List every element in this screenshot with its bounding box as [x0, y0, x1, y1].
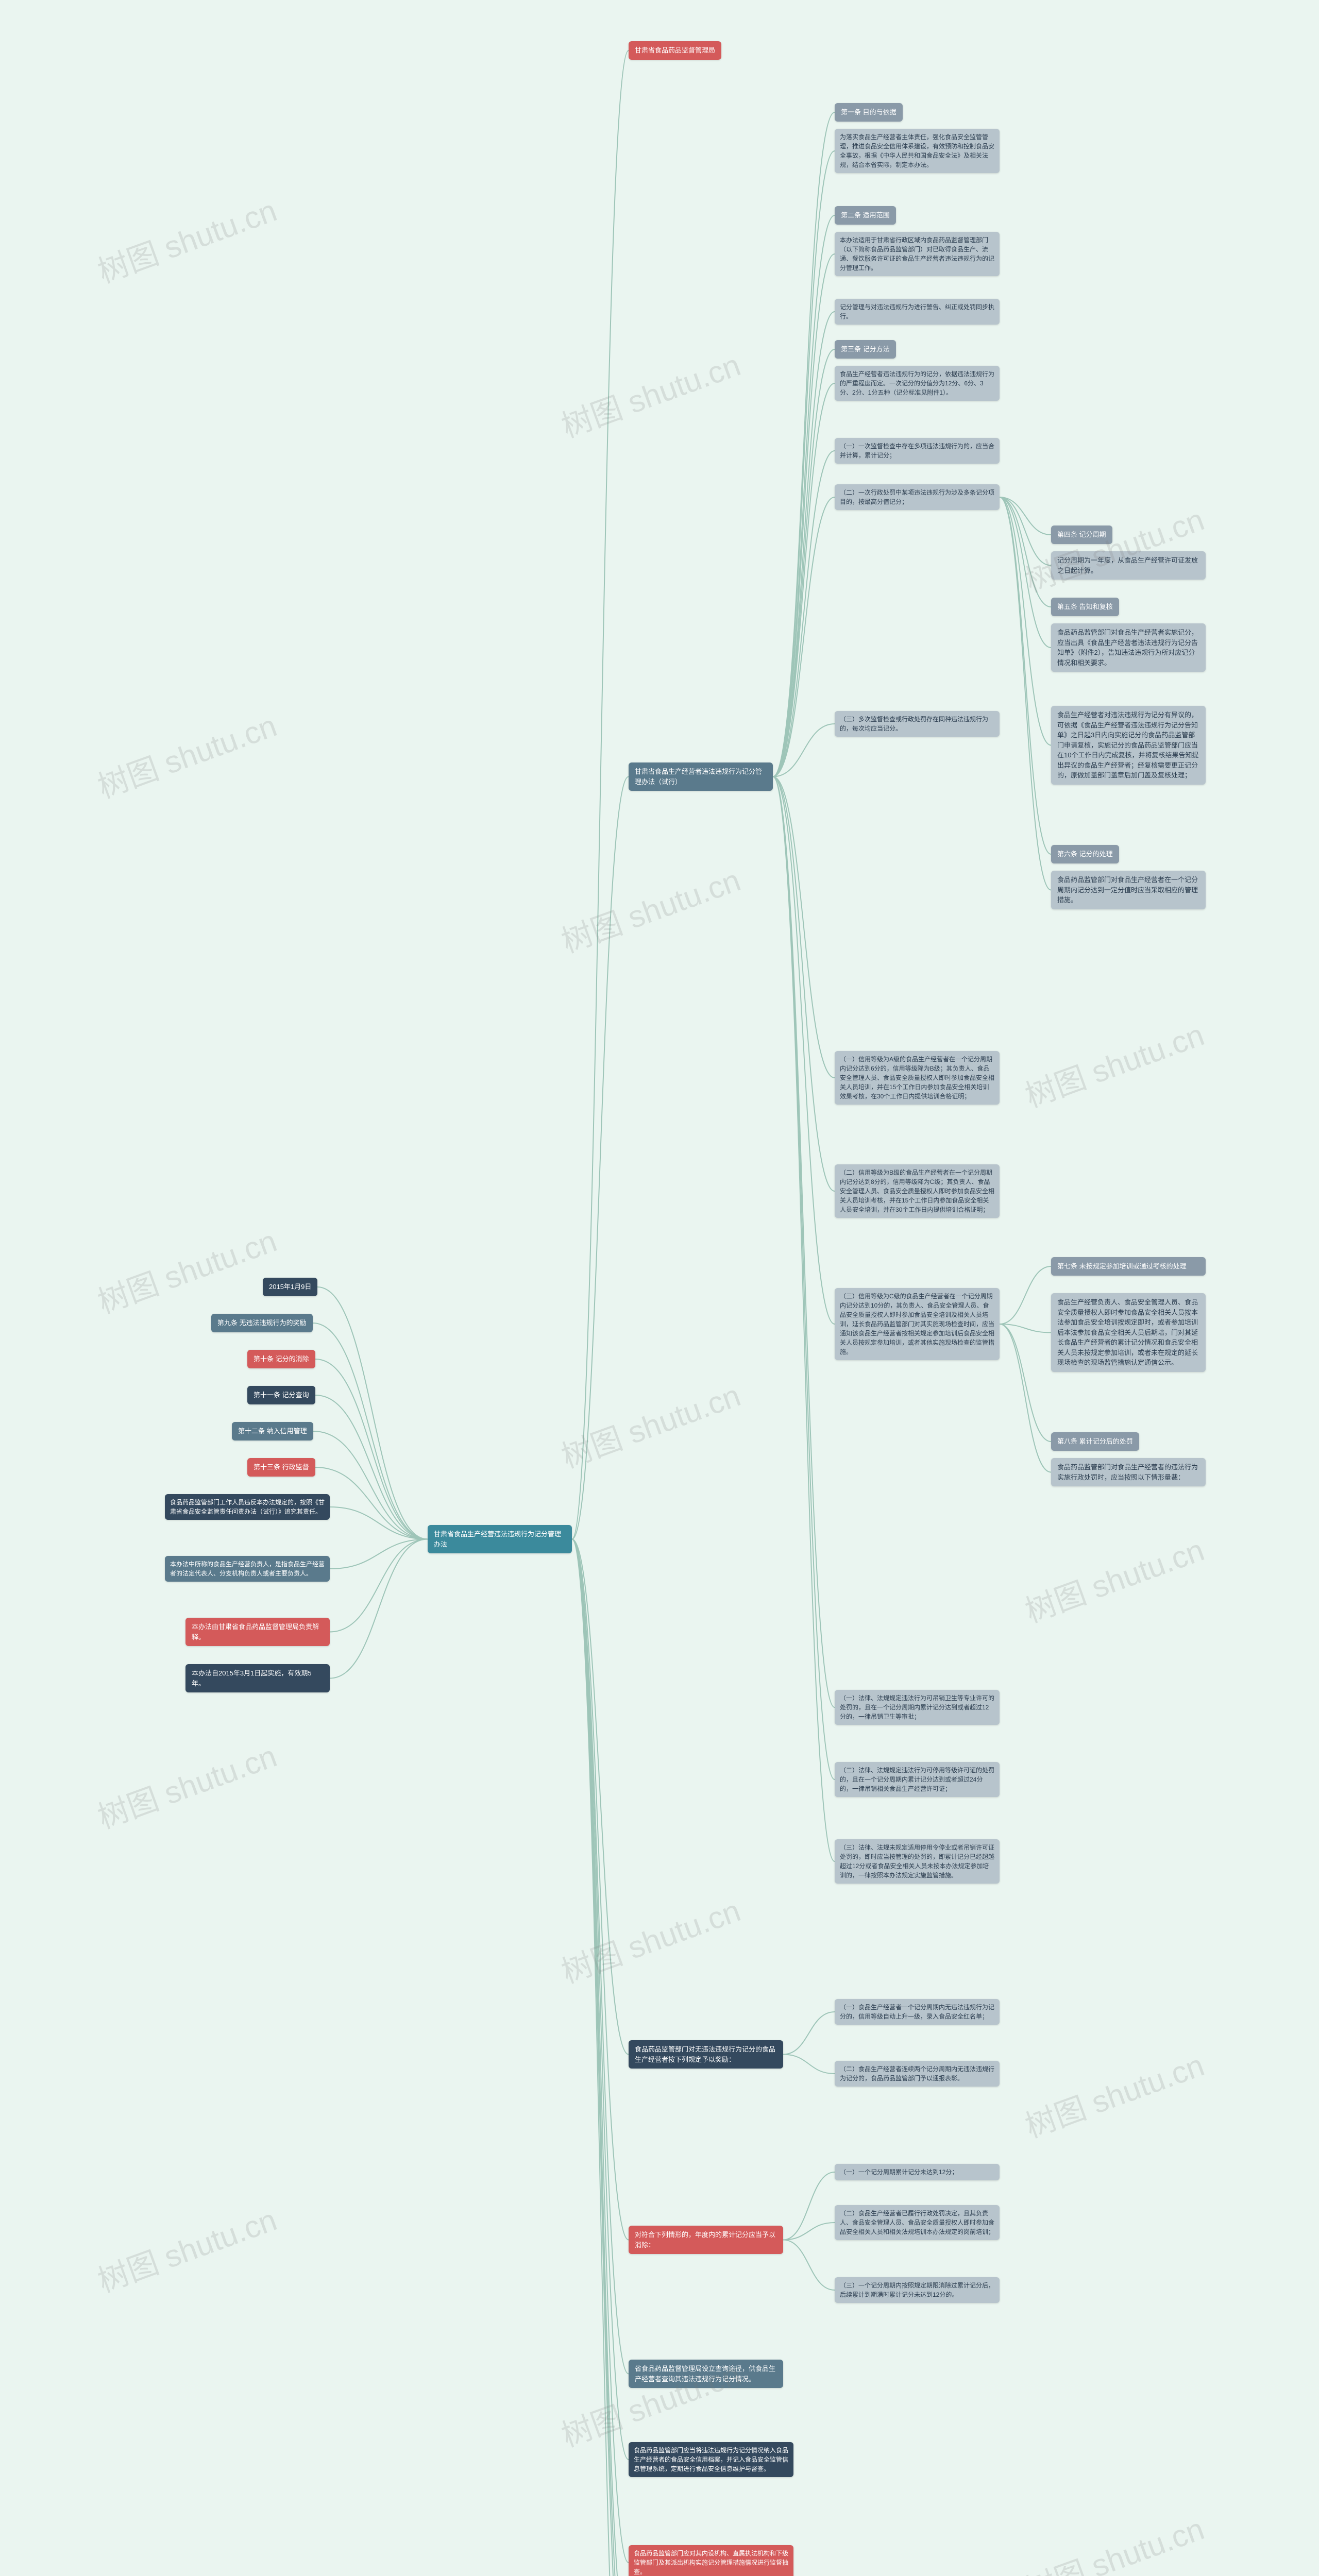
mindmap-node[interactable]: 本办法自2015年3月1日起实施，有效期5年。: [185, 1664, 330, 1692]
mindmap-node[interactable]: 第五条 告知和复核: [1051, 598, 1119, 616]
mindmap-node[interactable]: （三）一个记分周期内按照规定期限消除过累计记分后，后续累计到期满时累计记分未达到…: [835, 2277, 1000, 2303]
mindmap-node[interactable]: （三）多次监督检查或行政处罚存在同种违法违规行为的，每次均应当记分。: [835, 711, 1000, 737]
mindmap-node[interactable]: 食品药品监管部门对食品生产经营者实施记分，应当出具《食品生产经营者违法违规行为记…: [1051, 623, 1206, 672]
mindmap-node[interactable]: 食品生产经营负责人、食品安全管理人员、食品安全质量授权人即时参加食品安全相关人员…: [1051, 1293, 1206, 1372]
mindmap-node[interactable]: 对符合下列情形的，年度内的累计记分应当予以消除：: [629, 2226, 783, 2254]
mindmap-node[interactable]: 食品药品监管部门应当将违法违规行为记分情况纳入食品生产经营者的食品安全信用档案，…: [629, 2442, 793, 2477]
watermark: 树图 shutu.cn: [554, 855, 746, 961]
mindmap-node[interactable]: （一）一个记分周期累计记分未达到12分；: [835, 2164, 1000, 2180]
mindmap-node[interactable]: 第十一条 记分查询: [247, 1386, 315, 1404]
mindmap-node[interactable]: 甘肃省食品生产经营者违法违规行为记分管理办法（试行）: [629, 762, 773, 791]
mindmap-node[interactable]: 第九条 无违法违规行为的奖励: [211, 1314, 313, 1332]
mindmap-node[interactable]: 第十条 记分的消除: [247, 1350, 315, 1368]
watermark: 树图 shutu.cn: [554, 340, 746, 446]
mindmap-node[interactable]: 第一条 目的与依据: [835, 103, 903, 122]
mindmap-node[interactable]: 食品药品监管部门对食品生产经营者在一个记分周期内记分达到一定分值时应当采取相应的…: [1051, 871, 1206, 909]
watermark: 树图 shutu.cn: [91, 185, 282, 292]
mindmap-node[interactable]: 第八条 累计记分后的处罚: [1051, 1432, 1139, 1451]
watermark: 树图 shutu.cn: [1018, 1010, 1209, 1116]
mindmap-node[interactable]: 为落实食品生产经营者主体责任，强化食品安全监管管理，推进食品安全信用体系建设，有…: [835, 129, 1000, 173]
mindmap-node[interactable]: （二）信用等级为B级的食品生产经营者在一个记分周期内记分达到8分的，信用等级降为…: [835, 1164, 1000, 1218]
watermark: 树图 shutu.cn: [91, 1731, 282, 1837]
mindmap-node[interactable]: （一）信用等级为A级的食品生产经营者在一个记分周期内记分达到6分的，信用等级降为…: [835, 1051, 1000, 1105]
mindmap-node[interactable]: 第十三条 行政监督: [247, 1458, 315, 1477]
mindmap-node[interactable]: （二）一次行政处罚中某项违法违规行为涉及多条记分项目的，按最高分值记分；: [835, 484, 1000, 510]
mindmap-node[interactable]: 第二条 适用范围: [835, 206, 896, 225]
mindmap-node[interactable]: 第三条 记分方法: [835, 340, 896, 359]
mindmap-node[interactable]: 本办法中所称的食品生产经营负责人，是指食品生产经营者的法定代表人、分支机构负责人…: [165, 1556, 330, 1582]
mindmap-node[interactable]: 记分周期为一年度，从食品生产经营许可证发放之日起计算。: [1051, 551, 1206, 580]
mindmap-node[interactable]: （二）食品生产经营者连续两个记分周期内无违法违规行为记分的，食品药品监管部门予以…: [835, 2061, 1000, 2087]
mindmap-node[interactable]: 省食品药品监督管理局设立查询途径，供食品生产经营者查询其违法违规行为记分情况。: [629, 2360, 783, 2388]
mindmap-node[interactable]: 第六条 记分的处理: [1051, 845, 1119, 863]
mindmap-node[interactable]: （三）法律、法规未规定适用停用令停业或者吊销许可证处罚的，即时应当按管理的处罚的…: [835, 1839, 1000, 1884]
mindmap-node[interactable]: 食品药品监管部门对无违法违规行为记分的食品生产经营者按下列规定予以奖励：: [629, 2040, 783, 2069]
mindmap-node[interactable]: 甘肃省食品生产经营违法违规行为记分管理办法: [428, 1525, 572, 1553]
mindmap-node[interactable]: 本办法适用于甘肃省行政区域内食品药品监督管理部门（以下简称食品药品监管部门）对已…: [835, 232, 1000, 276]
mindmap-node[interactable]: 第四条 记分周期: [1051, 526, 1112, 544]
mindmap-node[interactable]: 食品药品监管部门工作人员违反本办法规定的，按照《甘肃省食品安全监管责任问责办法（…: [165, 1494, 330, 1520]
watermark: 树图 shutu.cn: [554, 1886, 746, 1992]
mindmap-node[interactable]: （一）一次监督检查中存在多项违法违规行为的，应当合并计算，累计记分；: [835, 438, 1000, 464]
mindmap-node[interactable]: 第七条 未按规定参加培训或通过考核的处理: [1051, 1257, 1206, 1276]
mindmap-node[interactable]: 本办法由甘肃省食品药品监督管理局负责解释。: [185, 1618, 330, 1646]
mindmap-node[interactable]: 甘肃省食品药品监督管理局: [629, 41, 721, 60]
mindmap-node[interactable]: （三）信用等级为C级的食品生产经营者在一个记分周期内记分达到10分的，其负责人、…: [835, 1288, 1000, 1360]
mindmap-node[interactable]: （一）食品生产经营者一个记分周期内无违法违规行为记分的，信用等级自动上升一级，录…: [835, 1999, 1000, 2025]
watermark: 树图 shutu.cn: [91, 1216, 282, 1322]
mindmap-connectors: [0, 0, 1319, 2576]
mindmap-node[interactable]: 记分管理与对违法违规行为进行警告、纠正或处罚同步执行。: [835, 299, 1000, 325]
watermark: 树图 shutu.cn: [1018, 2504, 1209, 2576]
watermark: 树图 shutu.cn: [1018, 1525, 1209, 1631]
watermark: 树图 shutu.cn: [1018, 495, 1209, 601]
mindmap-node[interactable]: 第十二条 纳入信用管理: [232, 1422, 313, 1440]
mindmap-node[interactable]: 食品药品监管部门对食品生产经营者的违法行为实施行政处罚时，应当按照以下情形量裁：: [1051, 1458, 1206, 1486]
mindmap-node[interactable]: （一）法律、法规规定违法行为可吊销卫生等专业许可的处罚的，且在一个记分周期内累计…: [835, 1690, 1000, 1725]
mindmap-node[interactable]: 食品药品监管部门应对其内设机构、直属执法机构和下级监管部门及其派出机构实施记分管…: [629, 2545, 793, 2576]
mindmap-node[interactable]: （二）食品生产经营者已履行行政处罚决定，且其负责人、食品安全管理人员、食品安全质…: [835, 2205, 1000, 2240]
mindmap-node[interactable]: 2015年1月9日: [263, 1278, 317, 1296]
watermark: 树图 shutu.cn: [554, 1370, 746, 1477]
watermark: 树图 shutu.cn: [1018, 2040, 1209, 2146]
mindmap-node[interactable]: 食品生产经营者对违法违规行为记分有异议的，可依据《食品生产经营者违法违规行为记分…: [1051, 706, 1206, 785]
watermark: 树图 shutu.cn: [91, 2195, 282, 2301]
watermark: 树图 shutu.cn: [91, 701, 282, 807]
mindmap-node[interactable]: 食品生产经营者违法违规行为的记分，依据违法违规行为的严重程度而定。一次记分的分值…: [835, 366, 1000, 401]
mindmap-node[interactable]: （二）法律、法规规定违法行为可停用等级许可证的处罚的，且在一个记分周期内累计记分…: [835, 1762, 1000, 1797]
